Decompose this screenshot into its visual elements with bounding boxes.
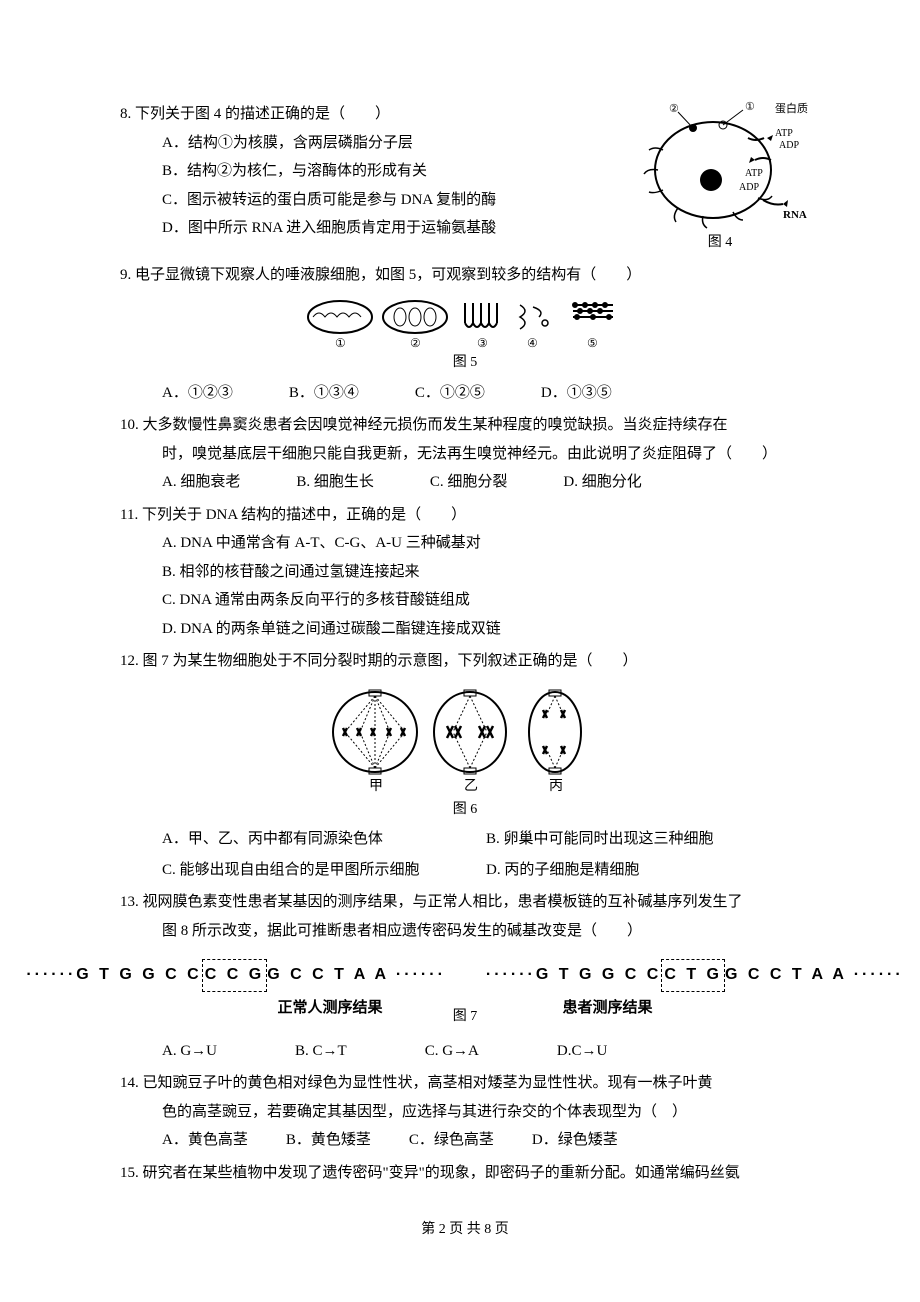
q12-B: B. 卵巢中可能同时出现这三种细胞 (486, 825, 810, 854)
q10-stem1: 大多数慢性鼻窦炎患者会因嗅觉神经元损伤而发生某种程度的嗅觉缺损。当炎症持续存在 (143, 417, 728, 433)
q14-num: 14. (120, 1075, 139, 1091)
q10: 10. 大多数慢性鼻窦炎患者会因嗅觉神经元损伤而发生某种程度的嗅觉缺损。当炎症持… (120, 411, 810, 497)
svg-text:甲: 甲 (369, 779, 383, 794)
q11-A: A. DNA 中通常含有 A-T、C-G、A-U 三种碱基对 (162, 529, 810, 558)
seq-right-box: C T G (661, 959, 725, 991)
fig4-label: 图 4 (630, 230, 810, 257)
fig6-label: 图 6 (120, 797, 810, 824)
q8-stem: 下列关于图 4 的描述正确的是（ ） (135, 106, 390, 122)
seq-left-label: 正常人测序结果 (277, 994, 382, 1023)
fig6-svg: 甲 乙 (325, 682, 605, 797)
svg-text:④: ④ (527, 336, 538, 350)
cell-bing: 丙 (529, 690, 581, 794)
q14-A: A．黄色高茎 (162, 1126, 248, 1155)
seq-right-label: 患者测序结果 (563, 994, 653, 1023)
figure-5: ① ② ③ ④ ⑤ 图 5 (120, 295, 810, 377)
svg-text:②: ② (410, 336, 421, 350)
q9: 9. 电子显微镜下观察人的唾液腺细胞，如图 5，可观察到较多的结构有（ ） (120, 261, 810, 408)
seq-right-b: G C C T A A ······ (725, 966, 904, 983)
q12: 12. 图 7 为某生物细胞处于不同分裂时期的示意图，下列叙述正确的是（ ） 甲 (120, 647, 810, 884)
fig4-svg: ① ② 蛋白质 ATP ADP ATP ADP RNA (633, 100, 808, 230)
q8: ① ② 蛋白质 ATP ADP ATP ADP RNA 图 4 8. 下列关于图… (120, 100, 810, 257)
lbl-atp2: ATP (745, 168, 763, 179)
q13-opts: A. G→U B. C→T C. G→A D.C→U (120, 1037, 810, 1066)
svg-text:①: ① (335, 336, 346, 350)
q11-stem: 下列关于 DNA 结构的描述中，正确的是（ ） (142, 507, 466, 523)
figure-6: 甲 乙 (120, 682, 810, 824)
seq-left: ······G T G G C CC C GG C C T A A ······ (26, 959, 446, 991)
fig7-label: 图 7 (120, 1004, 810, 1031)
seq-left-box: C C G (202, 959, 267, 991)
q12-C: C. 能够出现自由组合的是甲图所示细胞 (162, 856, 486, 885)
lbl-1: ① (745, 101, 755, 113)
lbl-adp2: ADP (739, 182, 759, 193)
q9-B: B．①③④ (289, 379, 359, 408)
q11-D: D. DNA 的两条单链之间通过碳酸二酯键连接成双链 (162, 615, 810, 644)
figure-7: ······G T G G C C C C GG C C T A A ······… (120, 959, 810, 991)
seq-left-b: G C C T A A ······ (267, 966, 446, 983)
q9-opts: A．①②③ B．①③④ C．①②⑤ D．①③⑤ (120, 379, 810, 408)
q12-num: 12. (120, 653, 139, 669)
page-footer: 第 2 页 共 8 页 (120, 1217, 810, 1244)
svg-text:③: ③ (477, 336, 488, 350)
q15: 15. 研究者在某些植物中发现了遗传密码"变异"的现象，即密码子的重新分配。如通… (120, 1159, 810, 1188)
q14-stem1: 已知豌豆子叶的黄色相对绿色为显性性状，高茎相对矮茎为显性性状。现有一株子叶黄 (143, 1075, 713, 1091)
q12-D: D. 丙的子细胞是精细胞 (486, 856, 810, 885)
q11-B: B. 相邻的核苷酸之间通过氢键连接起来 (162, 558, 810, 587)
q14-opts: A．黄色高茎 B．黄色矮茎 C．绿色高茎 D．绿色矮茎 (120, 1126, 810, 1155)
q14-stem2: 色的高茎豌豆，若要确定其基因型，应选择与其进行杂交的个体表现型为（ ） (120, 1098, 810, 1127)
q15-num: 15. (120, 1165, 139, 1181)
lbl-rna: RNA (783, 209, 807, 221)
q10-opts: A. 细胞衰老 B. 细胞生长 C. 细胞分裂 D. 细胞分化 (120, 468, 810, 497)
q10-B: B. 细胞生长 (296, 468, 374, 497)
cell-jia: 甲 (333, 690, 417, 794)
fig5-svg: ① ② ③ ④ ⑤ (305, 295, 625, 350)
q14-D: D．绿色矮茎 (532, 1126, 618, 1155)
q13-A: A. G→U (162, 1037, 217, 1066)
q15-stem: 研究者在某些植物中发现了遗传密码"变异"的现象，即密码子的重新分配。如通常编码丝… (143, 1165, 740, 1181)
q11: 11. 下列关于 DNA 结构的描述中，正确的是（ ） A. DNA 中通常含有… (120, 501, 810, 644)
q13-B: B. C→T (295, 1037, 347, 1066)
lbl-prot: 蛋白质 (775, 101, 808, 115)
q13-num: 13. (120, 894, 139, 910)
q13-C: C. G→A (425, 1037, 479, 1066)
q14: 14. 已知豌豆子叶的黄色相对绿色为显性性状，高茎相对矮茎为显性性状。现有一株子… (120, 1069, 810, 1155)
q8-num: 8. (120, 106, 131, 122)
q9-C: C．①②⑤ (415, 379, 485, 408)
q10-num: 10. (120, 417, 139, 433)
q10-D: D. 细胞分化 (563, 468, 641, 497)
svg-text:⑤: ⑤ (587, 336, 598, 350)
lbl-atp1: ATP (775, 128, 793, 139)
q10-A: A. 细胞衰老 (162, 468, 240, 497)
q12-opts: A．甲、乙、丙中都有同源染色体 B. 卵巢中可能同时出现这三种细胞 C. 能够出… (120, 825, 810, 884)
q9-A: A．①②③ (162, 379, 233, 408)
seq-right-a: ······G T G G C C (486, 966, 661, 983)
q9-num: 9. (120, 267, 131, 283)
svg-text:丙: 丙 (549, 779, 563, 794)
q12-stem: 图 7 为某生物细胞处于不同分裂时期的示意图，下列叙述正确的是（ ） (143, 653, 638, 669)
q11-C: C. DNA 通常由两条反向平行的多核苷酸链组成 (162, 586, 810, 615)
q14-B: B．黄色矮茎 (286, 1126, 371, 1155)
q12-A: A．甲、乙、丙中都有同源染色体 (162, 825, 486, 854)
q13-stem2: 图 8 所示改变，据此可推断患者相应遗传密码发生的碱基改变是（ ） (120, 917, 810, 946)
lbl-2: ② (669, 103, 679, 115)
q9-D: D．①③⑤ (541, 379, 612, 408)
q14-C: C．绿色高茎 (409, 1126, 494, 1155)
seq-left-a: ······G T G G C C (26, 966, 201, 983)
seq-right: ······G T G G C CC T GG C C T A A ······ (486, 959, 904, 991)
q10-C: C. 细胞分裂 (430, 468, 508, 497)
q13-stem1: 视网膜色素变性患者某基因的测序结果，与正常人相比，患者模板链的互补碱基序列发生了 (143, 894, 743, 910)
fig5-label: 图 5 (120, 350, 810, 377)
lbl-adp1: ADP (779, 140, 799, 151)
cell-yi: 乙 (434, 690, 506, 794)
q13-D: D.C→U (557, 1037, 607, 1066)
svg-text:乙: 乙 (464, 778, 478, 794)
q9-stem: 电子显微镜下观察人的唾液腺细胞，如图 5，可观察到较多的结构有（ ） (135, 267, 641, 283)
q10-stem2: 时，嗅觉基底层干细胞只能自我更新，无法再生嗅觉神经元。由此说明了炎症阻碍了（ ） (120, 440, 810, 469)
q11-num: 11. (120, 507, 138, 523)
figure-4: ① ② 蛋白质 ATP ADP ATP ADP RNA 图 4 (630, 100, 810, 257)
q13: 13. 视网膜色素变性患者某基因的测序结果，与正常人相比，患者模板链的互补碱基序… (120, 888, 810, 1065)
